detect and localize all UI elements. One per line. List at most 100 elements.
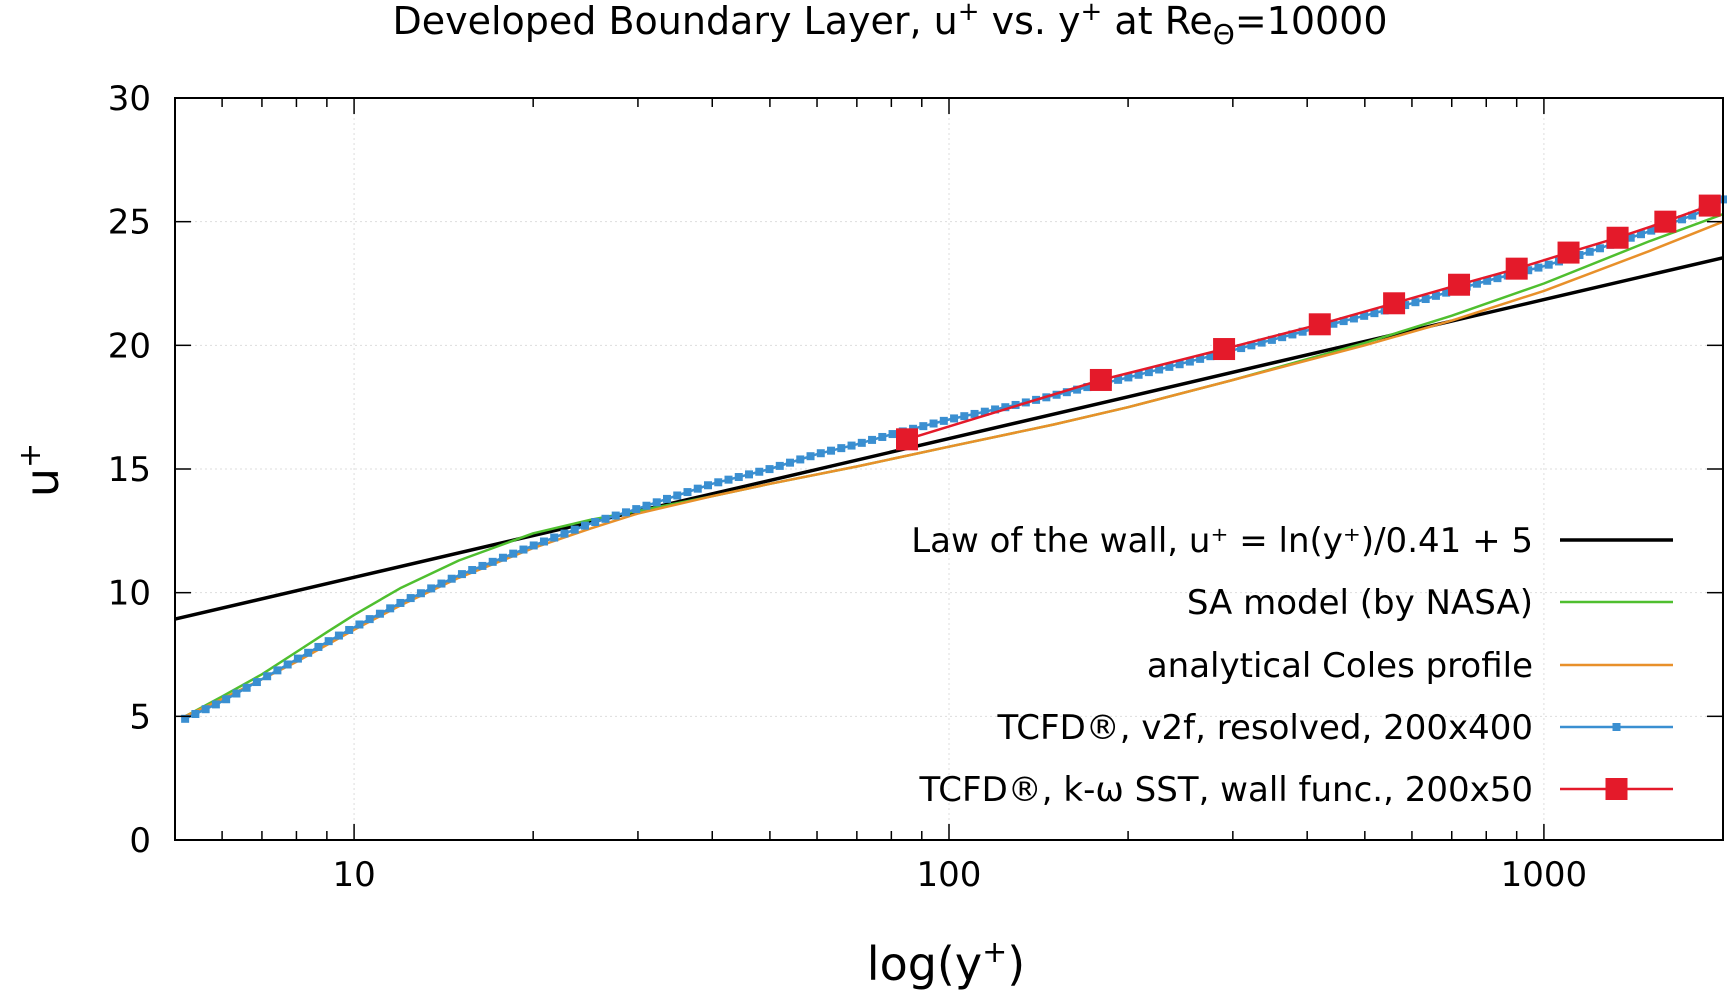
data-point — [1421, 295, 1430, 304]
data-point — [1493, 274, 1502, 283]
data-point — [437, 579, 446, 588]
legend-marker — [1605, 778, 1628, 800]
series-line — [184, 198, 1724, 720]
data-point — [365, 615, 374, 624]
data-point — [950, 414, 959, 423]
data-point — [693, 484, 702, 493]
data-point — [334, 631, 343, 640]
data-point — [662, 494, 671, 503]
data-point — [211, 700, 220, 709]
legend-label: analytical Coles profile — [1147, 646, 1533, 686]
data-point — [888, 430, 897, 439]
legend-item: TCFD®, v2f, resolved, 200x400 — [997, 708, 1673, 748]
data-point — [314, 642, 323, 651]
data-point — [1647, 226, 1656, 235]
data-point — [1448, 273, 1471, 296]
legend-item: analytical Coles profile — [1147, 646, 1673, 686]
legend-item: SA model (by NASA) — [1187, 583, 1673, 623]
x-tick-label: 100 — [917, 855, 982, 895]
data-point — [960, 412, 969, 421]
data-point — [868, 435, 877, 444]
data-point — [755, 467, 764, 476]
data-point — [1083, 383, 1092, 392]
data-point — [550, 533, 559, 542]
data-point — [488, 557, 497, 566]
data-point — [1196, 354, 1205, 363]
data-point — [919, 422, 928, 431]
data-point — [1206, 352, 1215, 361]
series-line — [184, 220, 1724, 718]
tick-layer: 10 100 1000 0 5 10 15 20 25 30 — [108, 79, 1723, 895]
y-tick-label: 15 — [108, 450, 151, 490]
data-point — [1062, 388, 1071, 397]
data-point — [929, 419, 938, 428]
data-point — [939, 416, 948, 425]
data-point — [786, 458, 795, 467]
data-point — [970, 409, 979, 418]
data-point — [191, 710, 200, 719]
data-point — [1175, 360, 1184, 369]
x-tick-label: 1000 — [1501, 855, 1588, 895]
data-point — [355, 620, 364, 629]
data-point — [324, 637, 333, 646]
data-point — [1370, 309, 1379, 318]
series-4 — [896, 194, 1721, 451]
data-point — [375, 609, 384, 618]
data-point — [1411, 298, 1420, 307]
data-point — [1626, 233, 1635, 242]
data-point — [406, 594, 415, 603]
data-point — [1654, 210, 1677, 233]
data-point — [1524, 266, 1533, 275]
data-point — [704, 481, 713, 490]
data-point — [980, 407, 989, 416]
data-point — [263, 672, 272, 681]
data-point — [570, 525, 579, 534]
data-point — [222, 695, 231, 704]
data-point — [1636, 230, 1645, 239]
data-point — [734, 473, 743, 482]
data-point — [304, 648, 313, 657]
data-point — [1431, 291, 1440, 300]
data-point — [1165, 362, 1174, 371]
x-axis-label: log(y+) — [867, 935, 1025, 991]
data-point — [1606, 226, 1629, 249]
data-point — [765, 465, 774, 474]
data-point — [857, 438, 866, 447]
y-tick-label: 0 — [129, 821, 151, 861]
data-point — [1247, 341, 1256, 350]
data-point — [273, 666, 282, 675]
data-point — [1483, 276, 1492, 285]
data-point — [560, 529, 569, 538]
data-point — [806, 452, 815, 461]
data-point — [724, 475, 733, 484]
data-point — [652, 498, 661, 507]
data-point — [714, 478, 723, 487]
data-point — [447, 574, 456, 583]
data-point — [509, 549, 518, 558]
legend-label: SA model (by NASA) — [1187, 583, 1533, 623]
data-point — [396, 598, 405, 607]
data-point — [283, 660, 292, 669]
series-0 — [174, 256, 1724, 621]
data-point — [1237, 344, 1246, 353]
data-point — [775, 461, 784, 470]
data-point — [1288, 330, 1297, 339]
data-point — [519, 545, 528, 554]
series-line — [184, 213, 1724, 718]
data-point — [1442, 288, 1451, 297]
data-point — [816, 449, 825, 458]
legend: Law of the wall, u⁺ = ln(y⁺)/0.41 + 5 SA … — [911, 521, 1673, 810]
data-point — [242, 683, 251, 692]
series-line — [174, 256, 1724, 621]
data-point — [457, 570, 466, 579]
data-point — [181, 714, 190, 723]
data-point — [498, 553, 507, 562]
data-point — [1124, 373, 1133, 382]
data-point — [683, 488, 692, 497]
legend-label: TCFD®, k-ω SST, wall func., 200x50 — [919, 770, 1533, 810]
data-point — [1185, 357, 1194, 366]
data-point — [529, 541, 538, 550]
data-point — [1698, 194, 1721, 217]
data-point — [386, 604, 395, 613]
